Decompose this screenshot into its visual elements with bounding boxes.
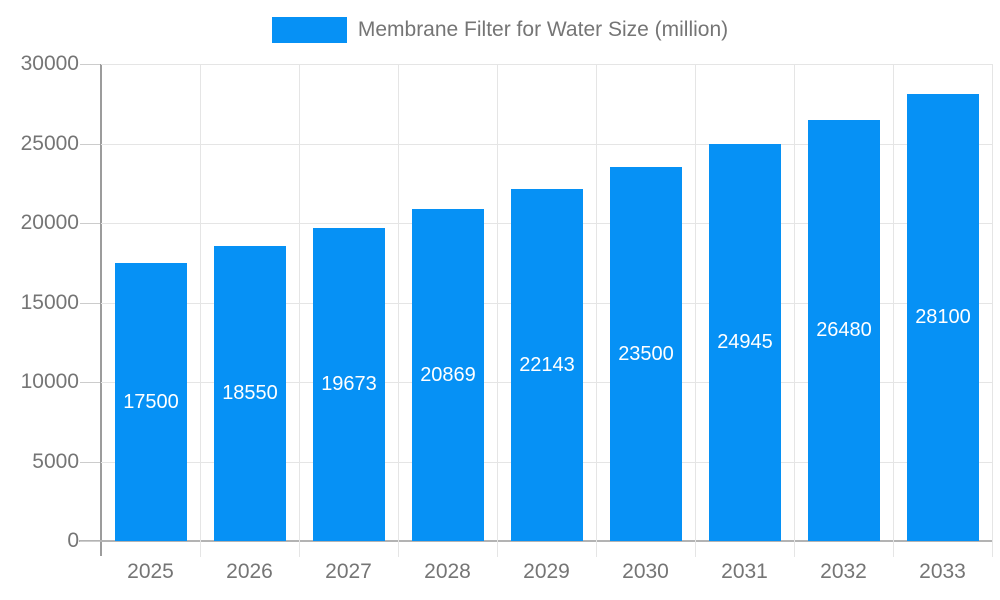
- y-tick-label: 30000: [20, 52, 79, 76]
- bar-value-label: 20869: [420, 363, 476, 386]
- gridline-vertical: [596, 64, 597, 557]
- x-tick-label: 2026: [226, 560, 273, 583]
- plot-area: 17500 18550 19673 20869 22143 23500 24945 26480…: [101, 64, 993, 557]
- bar-value-label: 23500: [618, 342, 674, 365]
- bar-value-label: 22143: [519, 353, 575, 376]
- bar-value-label: 19673: [321, 373, 377, 395]
- bar-2026[interactable]: 18550: [214, 246, 286, 541]
- x-tick-label: 2025: [127, 560, 174, 583]
- y-axis-tick: [80, 382, 100, 383]
- x-tick-label: 2029: [523, 560, 570, 583]
- y-axis-tick: [80, 541, 100, 542]
- x-tick-label: 2033: [919, 560, 966, 583]
- gridline-vertical: [893, 64, 894, 557]
- y-axis-line: [100, 64, 102, 556]
- y-tick-label: 15000: [20, 290, 79, 314]
- bar-2029[interactable]: 22143: [511, 189, 583, 541]
- y-axis-tick: [80, 223, 100, 224]
- x-tick-label: 2028: [424, 560, 471, 583]
- y-tick-label: 25000: [20, 131, 79, 155]
- bar-2027[interactable]: 19673: [313, 228, 385, 541]
- gridline-vertical: [200, 64, 201, 557]
- bar-value-label: 28100: [915, 306, 971, 328]
- gridline-vertical: [695, 64, 696, 557]
- legend-label: Membrane Filter for Water Size (million): [357, 18, 729, 41]
- gridline-horizontal: [101, 64, 992, 65]
- bar-value-label: 17500: [123, 390, 179, 413]
- gridline-vertical: [398, 64, 399, 557]
- x-tick-label: 2027: [325, 560, 372, 583]
- bar-2031[interactable]: 24945: [709, 144, 781, 541]
- x-axis-line: [79, 540, 992, 542]
- bar-value-label: 26480: [816, 319, 872, 341]
- bar-2033[interactable]: 28100: [907, 94, 979, 541]
- bar-value-label: 18550: [222, 382, 278, 404]
- y-axis-tick: [80, 64, 100, 65]
- x-tick-label: 2031: [721, 560, 768, 583]
- legend-swatch-icon: [271, 17, 347, 43]
- x-tick-label: 2030: [622, 560, 669, 583]
- x-tick-label: 2032: [820, 560, 867, 583]
- legend[interactable]: Membrane Filter for Water Size (million): [0, 17, 1000, 43]
- bar-2028[interactable]: 20869: [412, 209, 484, 541]
- bar-2025[interactable]: 17500: [115, 263, 187, 541]
- bar-2032[interactable]: 26480: [808, 120, 880, 541]
- gridline-horizontal: [101, 143, 992, 145]
- y-axis-tick: [80, 143, 100, 145]
- bar-2030[interactable]: 23500: [610, 167, 682, 541]
- y-tick-label: 20000: [20, 211, 79, 235]
- gridline-vertical: [794, 64, 795, 557]
- y-tick-label: 10000: [20, 370, 79, 394]
- y-tick-label: 0: [67, 529, 79, 553]
- y-axis-tick: [80, 461, 100, 463]
- y-tick-label: 5000: [32, 449, 79, 473]
- gridline-vertical: [497, 64, 498, 557]
- gridline-vertical: [992, 64, 993, 557]
- y-axis-tick: [80, 302, 100, 304]
- gridline-vertical: [299, 64, 300, 557]
- bar-value-label: 24945: [717, 331, 773, 353]
